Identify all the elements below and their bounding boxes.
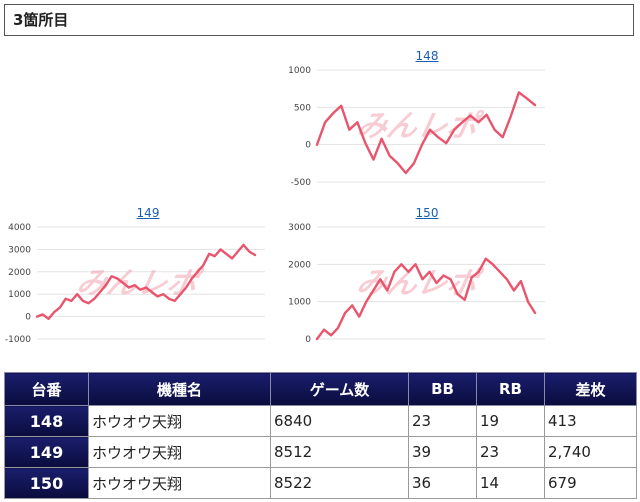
machine-number[interactable]: 150 bbox=[4, 467, 89, 499]
watermark-logo: みんレポ bbox=[354, 109, 486, 144]
table-row[interactable]: 150 ホウオウ天翔 8522 36 14 679 bbox=[4, 467, 637, 499]
y-tick-label: 2000 bbox=[288, 260, 311, 270]
header-game-count: ゲーム数 bbox=[270, 372, 409, 406]
header-difference: 差枚 bbox=[544, 372, 637, 406]
machine-number[interactable]: 148 bbox=[4, 405, 89, 437]
game-count: 8512 bbox=[270, 436, 409, 468]
header-rb: RB bbox=[476, 372, 545, 406]
chart-148: 1000 500 0 -500 みんレポ bbox=[288, 66, 545, 188]
bb-count: 36 bbox=[408, 467, 477, 499]
chart-148-link[interactable]: 148 bbox=[415, 49, 439, 63]
rb-count: 23 bbox=[476, 436, 545, 468]
rb-count: 19 bbox=[476, 405, 545, 437]
model-name: ホウオウ天翔 bbox=[88, 467, 271, 499]
section-title: 3箇所目 bbox=[4, 4, 634, 36]
header-machine-number: 台番 bbox=[4, 372, 89, 406]
chart-149: 4000 3000 2000 1000 0 -1000 みんレポ bbox=[5, 223, 265, 345]
series-line bbox=[315, 257, 537, 341]
difference: 679 bbox=[544, 467, 637, 499]
difference: 2,740 bbox=[544, 436, 637, 468]
game-count: 6840 bbox=[270, 405, 409, 437]
y-tick-label: 0 bbox=[305, 335, 311, 345]
y-tick-label: 500 bbox=[294, 103, 311, 113]
header-bb: BB bbox=[408, 372, 477, 406]
y-tick-label: -500 bbox=[291, 178, 312, 188]
machine-table: 台番 機種名 ゲーム数 BB RB 差枚 148 ホウオウ天翔 6840 23 … bbox=[4, 372, 637, 499]
machine-number[interactable]: 149 bbox=[4, 436, 89, 468]
y-tick-label: 0 bbox=[25, 313, 31, 323]
model-name: ホウオウ天翔 bbox=[88, 405, 271, 437]
rb-count: 14 bbox=[476, 467, 545, 499]
y-tick-label: 3000 bbox=[8, 245, 31, 255]
chart-150-link[interactable]: 150 bbox=[415, 206, 439, 220]
series-line bbox=[35, 243, 257, 321]
header-model-name: 機種名 bbox=[88, 372, 271, 406]
chart-149-link[interactable]: 149 bbox=[136, 206, 160, 220]
series-line bbox=[315, 91, 537, 175]
y-tick-label: 2000 bbox=[8, 268, 31, 278]
y-tick-label: -1000 bbox=[5, 335, 31, 345]
table-row[interactable]: 148 ホウオウ天翔 6840 23 19 413 bbox=[4, 405, 637, 437]
difference: 413 bbox=[544, 405, 637, 437]
game-count: 8522 bbox=[270, 467, 409, 499]
model-name: ホウオウ天翔 bbox=[88, 436, 271, 468]
bb-count: 23 bbox=[408, 405, 477, 437]
y-tick-label: 1000 bbox=[8, 290, 31, 300]
y-tick-label: 0 bbox=[305, 141, 311, 151]
y-tick-label: 1000 bbox=[288, 66, 311, 76]
table-header-row: 台番 機種名 ゲーム数 BB RB 差枚 bbox=[4, 372, 637, 406]
watermark-logo: みんレポ bbox=[74, 266, 206, 301]
bb-count: 39 bbox=[408, 436, 477, 468]
table-row[interactable]: 149 ホウオウ天翔 8512 39 23 2,740 bbox=[4, 436, 637, 468]
y-tick-label: 4000 bbox=[8, 223, 31, 233]
y-tick-label: 3000 bbox=[288, 223, 311, 233]
y-tick-label: 1000 bbox=[288, 298, 311, 308]
